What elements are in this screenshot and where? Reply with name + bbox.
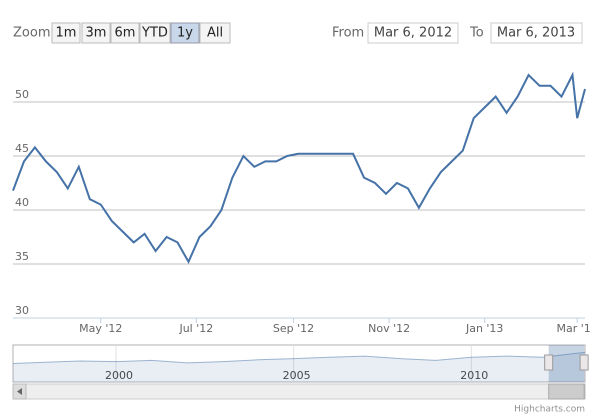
- to-input[interactable]: [490, 22, 583, 44]
- scrollbar-track[interactable]: [12, 383, 586, 400]
- range-button[interactable]: [110, 22, 140, 44]
- x-tick-label: Sep '12: [273, 322, 314, 335]
- x-tick-label: Jan '13: [465, 322, 503, 335]
- range-button[interactable]: [139, 22, 171, 44]
- range-button-label[interactable]: 6m: [115, 26, 136, 41]
- range-button-label[interactable]: YTD: [141, 26, 168, 41]
- y-tick-label: 35: [15, 250, 29, 263]
- range-button-label[interactable]: 1y: [177, 26, 193, 41]
- to-label: To: [469, 26, 484, 41]
- navigator-label: 2000: [105, 369, 133, 382]
- navigator-label: 2005: [283, 369, 311, 382]
- range-button-label[interactable]: All: [207, 26, 223, 41]
- zoom-label: Zoom: [13, 26, 50, 41]
- credit[interactable]: Highcharts.com: [514, 405, 585, 415]
- range-button[interactable]: [199, 22, 231, 44]
- navigator-handle[interactable]: [579, 354, 589, 371]
- from-label: From: [332, 26, 364, 41]
- range-button[interactable]: [51, 22, 81, 44]
- navigator-handle[interactable]: [544, 354, 554, 371]
- navigator-line: [12, 351, 586, 364]
- navigator-label: 2010: [460, 369, 488, 382]
- scrollbar-thumb[interactable]: [548, 383, 585, 400]
- to-value[interactable]: Mar 6, 2013: [497, 26, 575, 41]
- y-tick-label: 50: [15, 88, 29, 101]
- y-tick-label: 30: [15, 304, 29, 317]
- price-line: [12, 71, 586, 265]
- navigator-area: [13, 352, 585, 382]
- x-tick-label: Jul '12: [178, 322, 213, 335]
- range-button[interactable]: [170, 22, 200, 44]
- navigator-mask: [548, 345, 585, 382]
- x-tick-label: May '12: [79, 322, 122, 335]
- x-tick-label: Nov '12: [368, 322, 410, 335]
- y-tick-label: 45: [15, 142, 29, 155]
- x-tick-label: Mar '13: [557, 322, 591, 335]
- range-button[interactable]: [81, 22, 111, 44]
- scroll-left-arrow: [17, 388, 22, 395]
- from-value[interactable]: Mar 6, 2012: [374, 26, 452, 41]
- range-button-label[interactable]: 3m: [86, 26, 107, 41]
- range-button-label[interactable]: 1m: [56, 26, 77, 41]
- from-input[interactable]: [367, 22, 459, 44]
- y-tick-label: 40: [15, 196, 29, 209]
